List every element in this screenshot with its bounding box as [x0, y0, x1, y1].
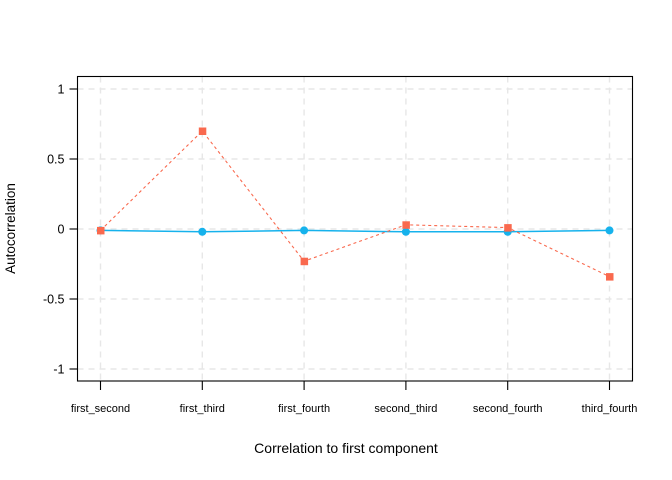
data-point-circle	[198, 227, 207, 236]
data-point-square	[97, 226, 105, 235]
data-point-circle	[401, 227, 410, 236]
data-point-square	[606, 273, 614, 281]
x-tick-label: third_fourth	[582, 403, 638, 415]
series-line-autocorrelation-blue	[100, 229, 610, 233]
series-line-autocorrelation-red	[100, 130, 610, 278]
x-tick-label: first_third	[180, 403, 225, 415]
x-tick-label: first_second	[71, 403, 130, 415]
x-tick-label: first_fourth	[278, 403, 330, 415]
data-point-square	[504, 224, 512, 232]
data-point-square	[198, 127, 207, 135]
y-tick-label: -1	[53, 363, 64, 377]
data-point-circle	[300, 226, 309, 235]
y-tick-label: 0	[58, 223, 65, 237]
y-tick-label: 1	[58, 83, 65, 97]
data-point-circle	[605, 226, 614, 235]
data-point-square	[300, 257, 309, 266]
y-tick-label: 0.5	[47, 153, 64, 167]
y-tick-label: -0.5	[43, 293, 65, 307]
x-tick-label: second_fourth	[473, 403, 543, 415]
plot-area: -1 -0.5 0 0.5 1 first_second first_third first_…	[43, 75, 638, 415]
y-axis-title: Autocorrelation	[3, 183, 18, 274]
data-point-square	[402, 221, 410, 229]
x-tick-label: second_third	[374, 403, 437, 415]
x-axis-title: Correlation to first component	[254, 440, 438, 456]
